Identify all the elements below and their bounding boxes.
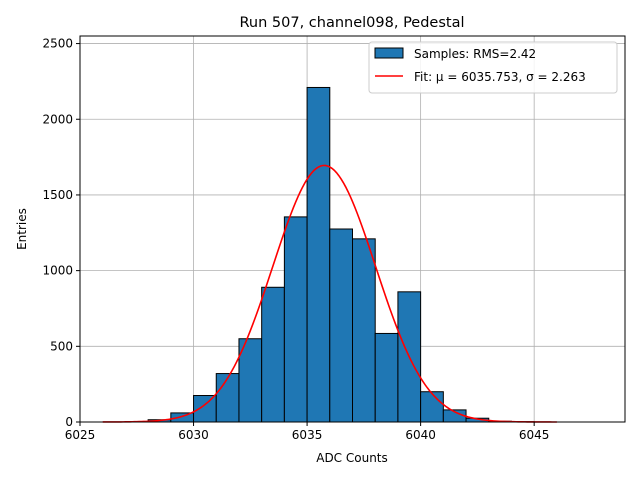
legend-hist-swatch bbox=[374, 47, 404, 59]
fit-curve bbox=[102, 164, 557, 423]
histogram-bar bbox=[283, 216, 308, 423]
legend-fit-label: Fit: μ = 6035.753, σ = 2.263 bbox=[414, 70, 586, 84]
histogram-bar bbox=[352, 238, 376, 423]
x-tick-label: 6030 bbox=[178, 428, 209, 442]
x-axis-ticks: 6025 6030 6035 6040 6045 bbox=[65, 422, 550, 442]
fit-curve-group bbox=[102, 164, 557, 423]
x-tick-label: 6040 bbox=[405, 428, 436, 442]
histogram-bar bbox=[420, 391, 444, 423]
histogram-bar bbox=[329, 228, 353, 423]
y-axis-label: Entries bbox=[15, 208, 29, 250]
plot-frame bbox=[79, 35, 626, 423]
legend-hist-label: Samples: RMS=2.42 bbox=[414, 47, 536, 61]
histogram-bar bbox=[306, 86, 331, 423]
x-axis-label: ADC Counts bbox=[316, 451, 388, 465]
histogram-bar bbox=[261, 286, 285, 423]
y-tick-label: 2000 bbox=[42, 112, 73, 126]
y-tick-label: 1000 bbox=[42, 264, 73, 278]
histogram-bar bbox=[215, 373, 240, 423]
x-tick-label: 6025 bbox=[65, 428, 96, 442]
x-tick-label: 6035 bbox=[292, 428, 323, 442]
x-tick-label: 6045 bbox=[519, 428, 550, 442]
legend: Samples: RMS=2.42 Fit: μ = 6035.753, σ =… bbox=[368, 41, 618, 94]
y-tick-label: 2500 bbox=[42, 37, 73, 51]
y-tick-label: 0 bbox=[65, 415, 73, 429]
histogram-bar bbox=[374, 332, 399, 423]
y-axis-ticks: 0 500 1000 1500 2000 2500 bbox=[42, 37, 80, 429]
histogram-bars bbox=[147, 86, 535, 423]
histogram-bar bbox=[193, 395, 217, 423]
chart-title: Run 507, channel098, Pedestal bbox=[239, 15, 464, 31]
y-tick-label: 1500 bbox=[42, 188, 73, 202]
legend-box bbox=[368, 41, 618, 94]
y-tick-label: 500 bbox=[50, 339, 73, 353]
